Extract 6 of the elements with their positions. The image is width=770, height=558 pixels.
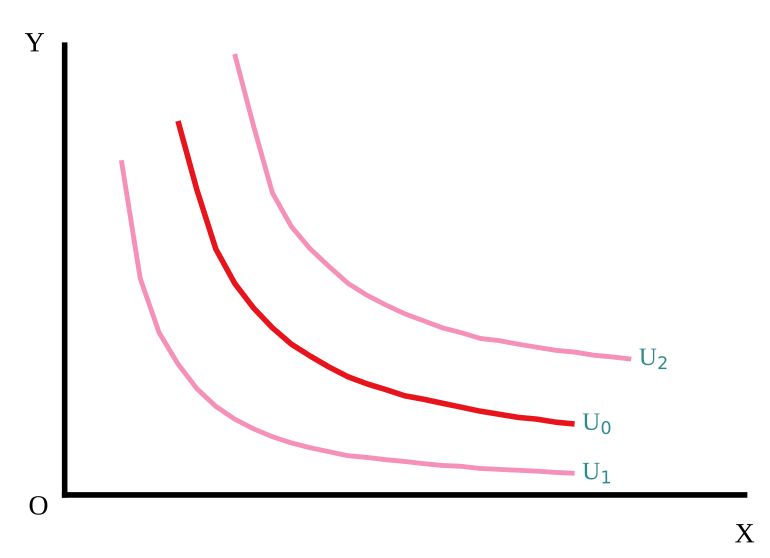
y-axis-title: Y bbox=[24, 33, 44, 52]
text: O bbox=[30, 496, 48, 515]
series-label: U$_{2}$ bbox=[639, 348, 666, 370]
series-label: U$_{1}$ bbox=[582, 462, 610, 484]
series-label: U$_{0}$ bbox=[582, 413, 610, 434]
x-axis-title: X bbox=[735, 524, 754, 542]
